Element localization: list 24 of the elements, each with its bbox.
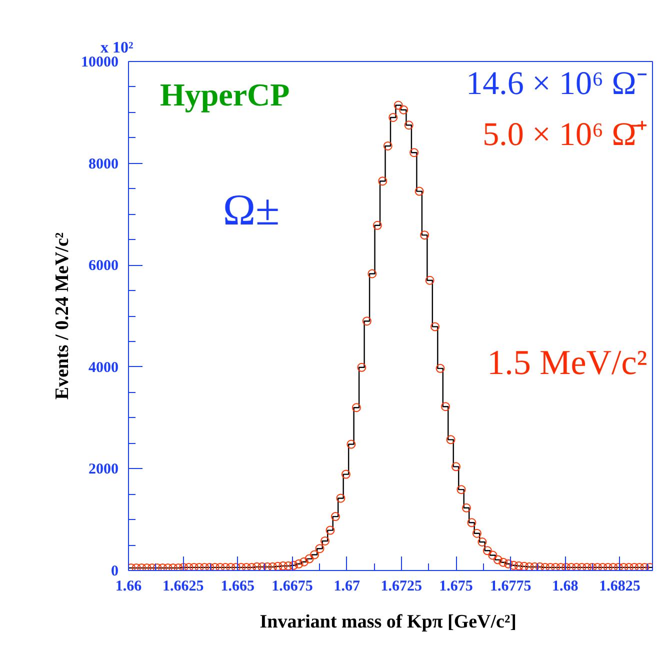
x-tick-label: 1.68 [552, 578, 578, 594]
y-tick-label: 2000 [88, 462, 118, 478]
x-tick-label: 1.6725 [380, 578, 422, 594]
annotation: 1.5 MeV/c² [487, 343, 648, 382]
x-tick-label: 1.675 [439, 578, 473, 594]
x-tick-label: 1.6775 [490, 578, 532, 594]
annotation: 5.0 × 10⁶ Ω̄⁺ [482, 117, 648, 154]
y-tick-label: 4000 [88, 360, 118, 376]
y-tick-label: 0 [111, 564, 118, 580]
text: x 10² [100, 40, 134, 56]
annotation: HyperCP [160, 76, 290, 112]
x-tick-label: 1.6825 [599, 578, 640, 594]
annotation: 14.6 × 10⁶ Ω⁻ [466, 66, 648, 102]
x-tick-label: 1.6625 [162, 578, 204, 594]
y-axis-title: Events / 0.24 MeV/c² [52, 232, 73, 400]
y-tick-label: 6000 [88, 258, 118, 274]
x-axis-title: Invariant mass of Kpπ [GeV/c²] [260, 612, 517, 632]
x-tick-label: 1.665 [220, 578, 255, 594]
y-tick-label: 10000 [81, 54, 118, 70]
x-tick-label: 1.66 [115, 578, 142, 594]
x-tick-label: 1.67 [334, 578, 360, 594]
x-tick-label: 1.6675 [272, 578, 313, 594]
y-tick-label: 8000 [88, 156, 118, 172]
annotation: Ω± [222, 186, 280, 235]
